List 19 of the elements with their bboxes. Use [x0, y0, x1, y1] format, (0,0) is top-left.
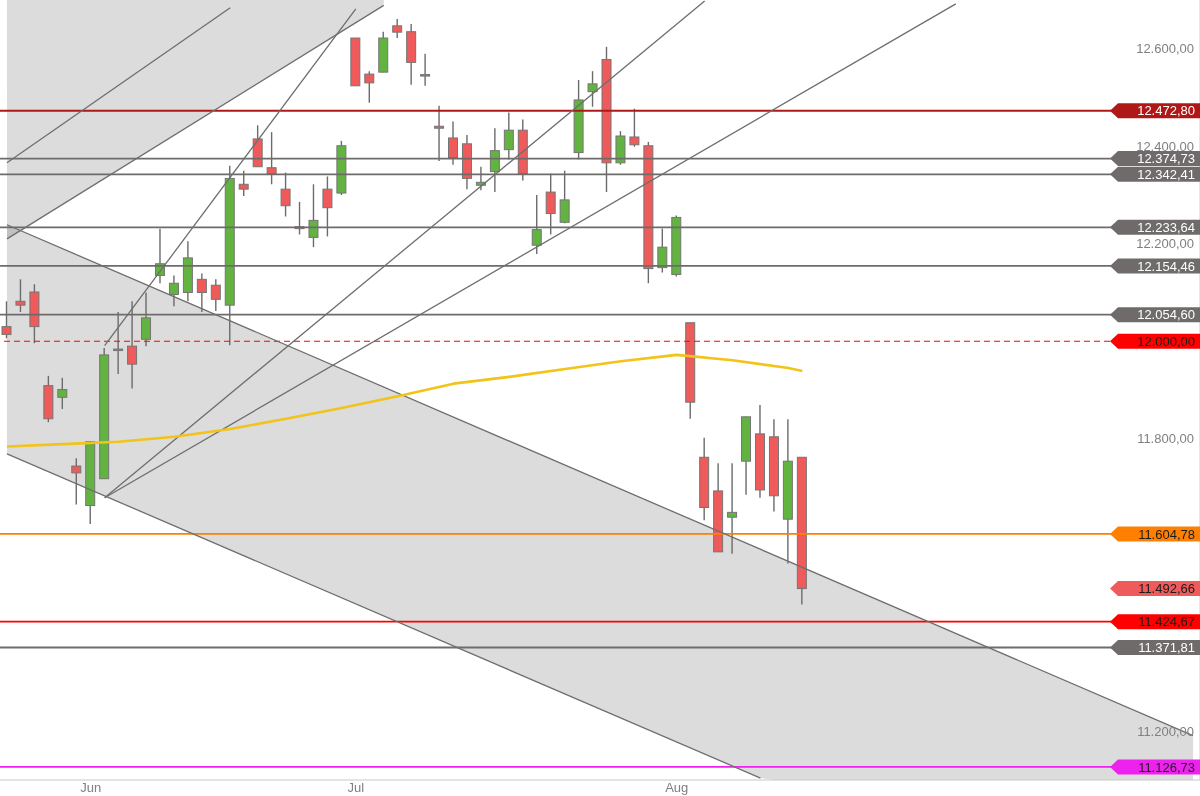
- ref-line-label: 12.472,80: [1137, 103, 1195, 119]
- y-tick-label: 12.600,00: [1136, 41, 1194, 57]
- annotation: 11.492,66: [1138, 581, 1195, 597]
- ref-line-label: 12.342,41: [1137, 167, 1195, 183]
- ref-line-label: 12.054,60: [1137, 307, 1195, 323]
- ref-line-label: 11.424,67: [1138, 614, 1195, 630]
- ref-line-label: 12.233,64: [1137, 220, 1195, 236]
- ref-line-label: 12.154,46: [1137, 258, 1195, 274]
- ref-line-label: 11.371,81: [1138, 640, 1195, 656]
- y-tick-label: 12.400,00: [1136, 138, 1194, 154]
- x-tick-label: Aug: [665, 780, 689, 796]
- x-tick-label: Jul: [347, 780, 365, 796]
- ref-line-label: 11.126,73: [1138, 759, 1195, 775]
- x-tick-label: Jun: [80, 780, 102, 796]
- ref-line-label: 11.604,78: [1138, 526, 1195, 542]
- y-tick-label: 11.800,00: [1137, 431, 1194, 447]
- ref-line-label: 12.374,73: [1137, 151, 1195, 167]
- y-tick-label: 12.200,00: [1136, 236, 1194, 252]
- ref-line-label: 12.000,00: [1137, 333, 1195, 349]
